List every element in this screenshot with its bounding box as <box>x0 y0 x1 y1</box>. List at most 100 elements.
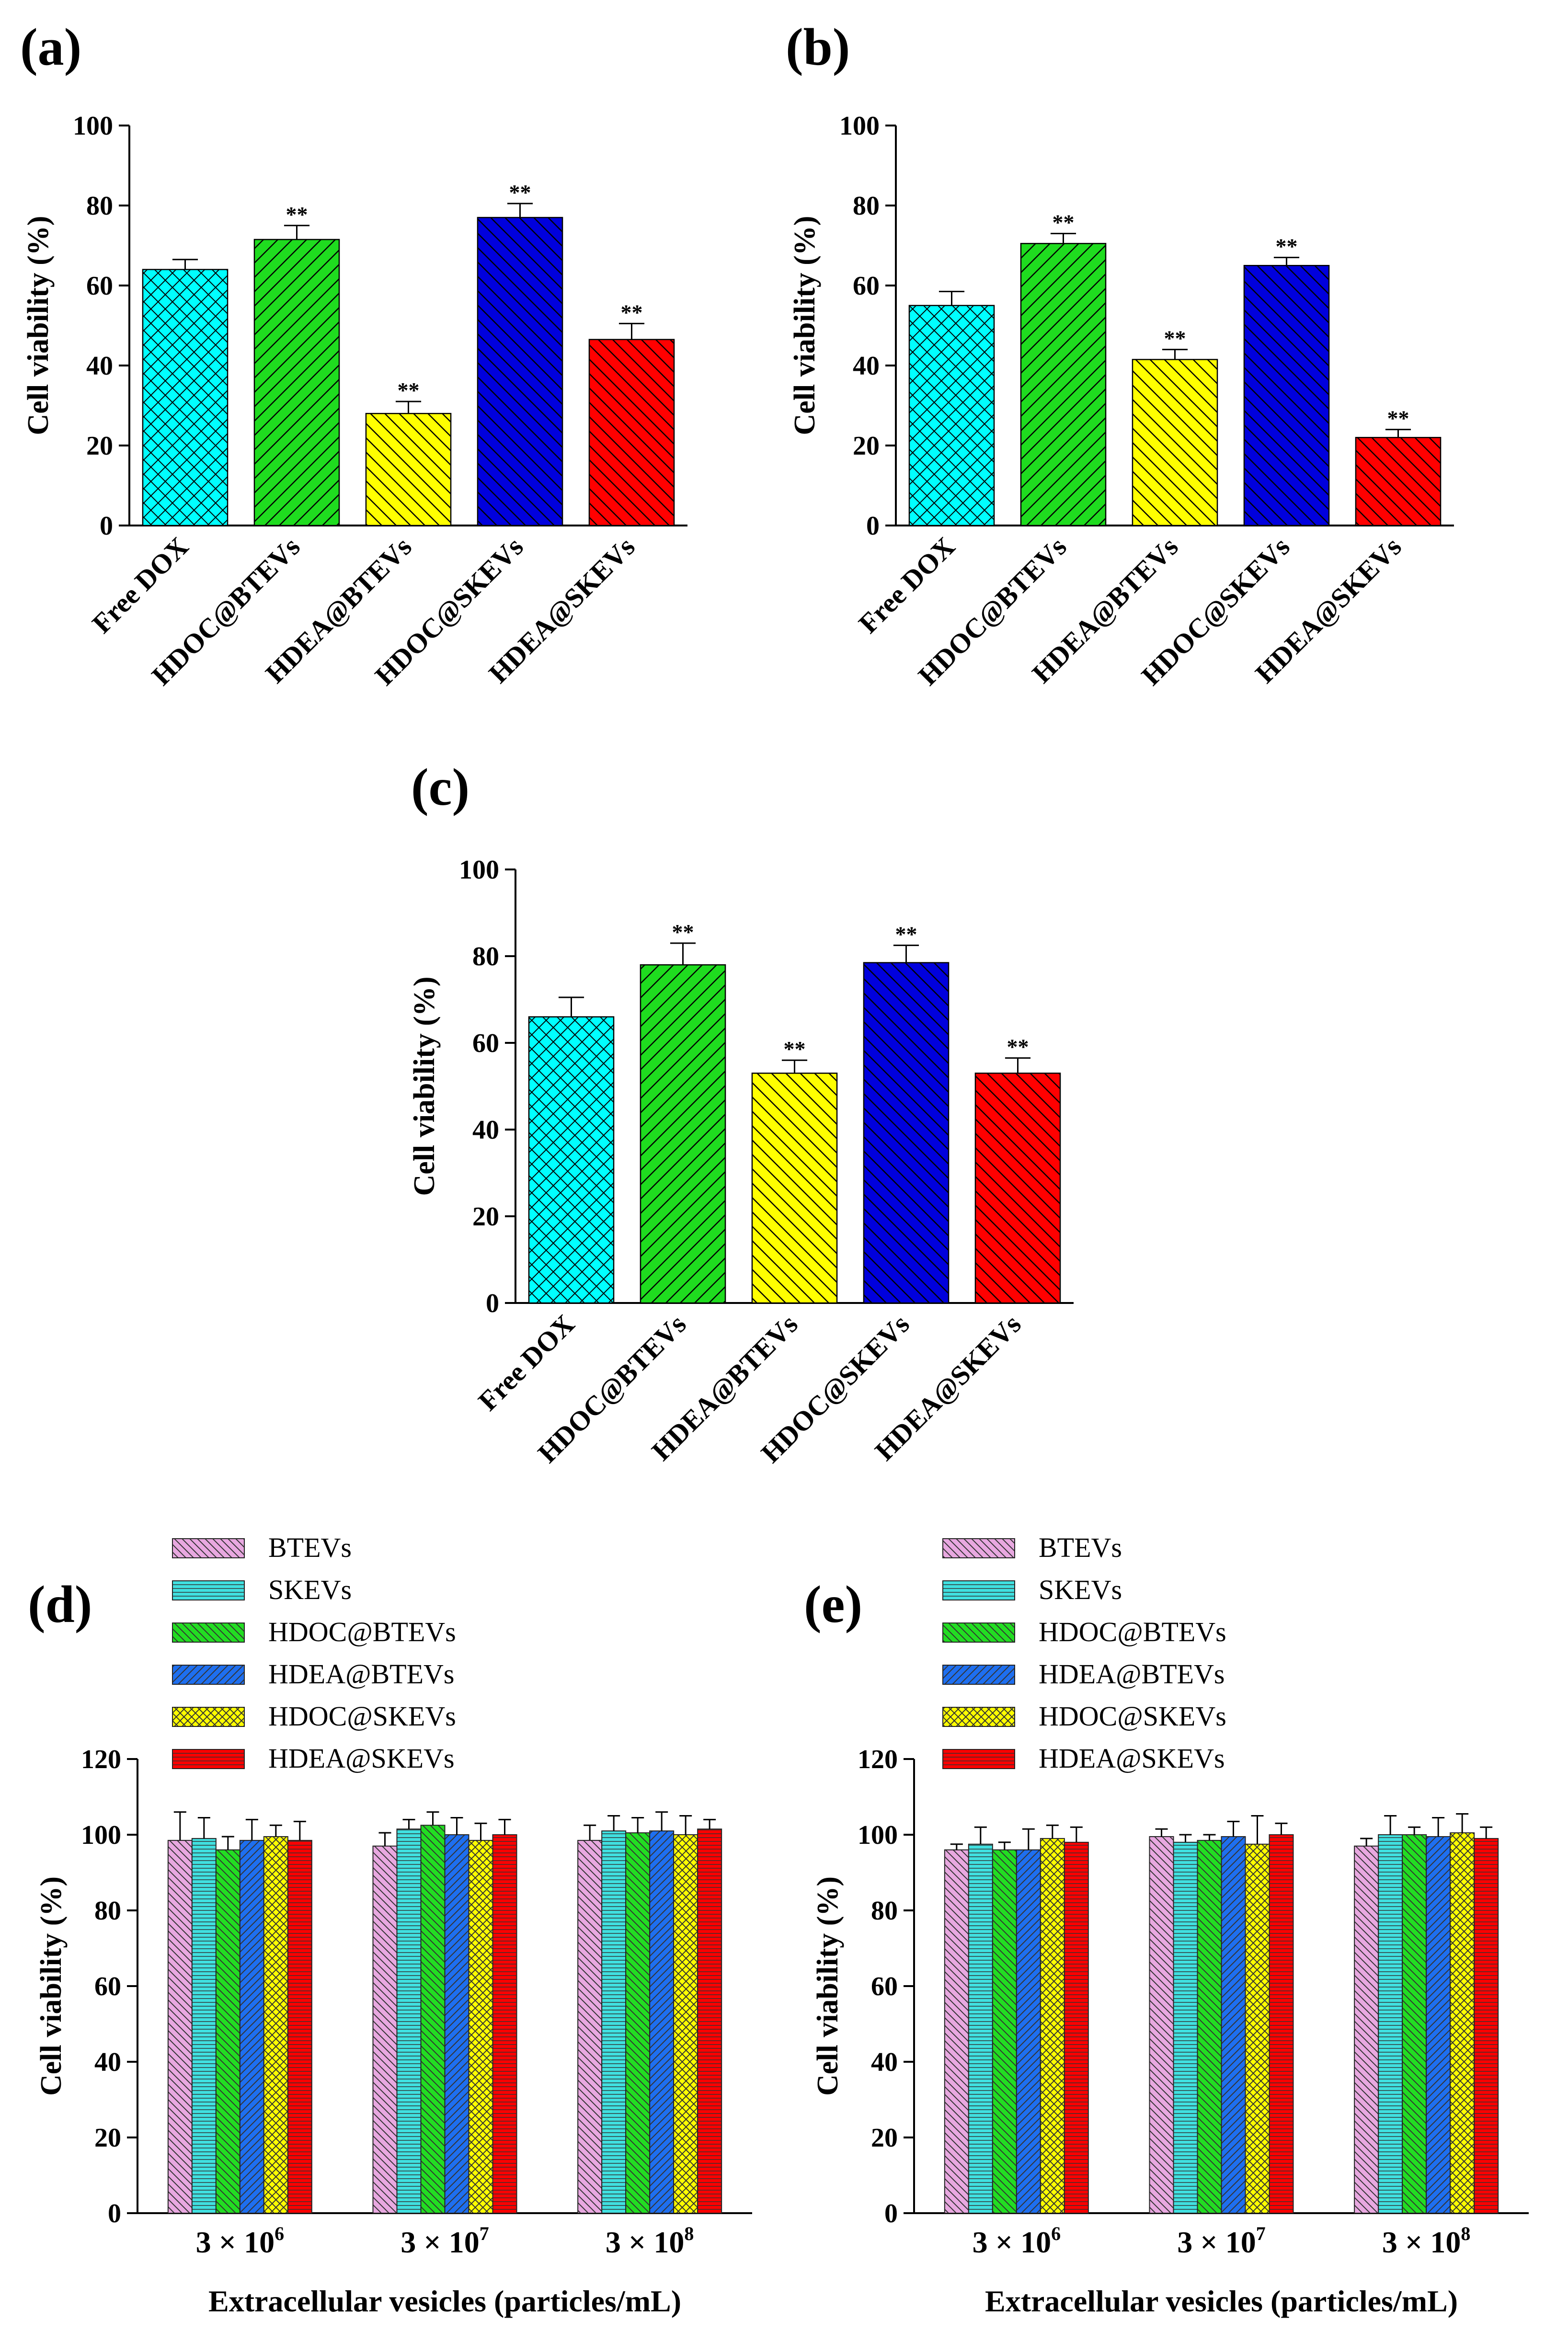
y-axis-label: Cell viability (%) <box>408 976 441 1196</box>
significance-marker: ** <box>1007 1035 1029 1059</box>
bar-hdea-btevs <box>444 1834 469 2214</box>
y-tick-label: 80 <box>94 1896 121 1926</box>
y-tick-label: 120 <box>81 1745 121 1774</box>
panel-label: (a) <box>20 18 81 76</box>
y-tick-label: 40 <box>871 2047 898 2077</box>
y-tick-label: 80 <box>472 942 499 971</box>
y-tick-label: 80 <box>871 1896 898 1926</box>
panel-label: (b) <box>786 18 850 76</box>
bar-btevs <box>944 1849 969 2214</box>
legend-swatch-hdoc-skevs <box>942 1707 1015 1727</box>
significance-marker: ** <box>509 180 531 205</box>
legend-label-btevs: BTEVs <box>1039 1532 1122 1563</box>
bar-hdea-btevs <box>1016 1849 1041 2214</box>
panel-e: 0 20 40 60 80 100 120 (e) Cell viability (%) 3 × … <box>804 1532 1529 2318</box>
bar-btevs <box>577 1840 603 2214</box>
y-tick-label: 120 <box>858 1745 898 1774</box>
bar-hdoc-btevs <box>253 239 340 526</box>
bar-hdoc-skevs <box>673 1834 698 2214</box>
x-tick-label: 3 × 107 <box>1177 2223 1265 2259</box>
bar-free-dox <box>908 305 995 526</box>
significance-marker: ** <box>398 378 420 402</box>
bar-hdea-skevs <box>974 1073 1061 1304</box>
bar-hdoc-skevs <box>263 1836 288 2214</box>
legend-label-hdoc-btevs: HDOC@BTEVs <box>268 1616 456 1647</box>
y-tick-label: 100 <box>73 111 113 141</box>
bar-hdoc-btevs <box>1402 1834 1427 2214</box>
y-axis-label: Cell viability (%) <box>35 1876 68 2096</box>
x-tick-label: 3 × 107 <box>401 2223 489 2259</box>
bar-skevs <box>396 1828 422 2214</box>
bar-hdoc-skevs <box>477 217 563 526</box>
y-tick-label: 40 <box>94 2047 121 2077</box>
bar-hdoc-btevs <box>640 964 726 1304</box>
y-tick-label: 20 <box>871 2123 898 2153</box>
bar-hdoc-skevs <box>1450 1832 1475 2214</box>
bar-hdoc-skevs <box>468 1840 493 2214</box>
y-tick-label: 60 <box>871 1972 898 2001</box>
significance-marker: ** <box>1387 406 1409 431</box>
significance-marker: ** <box>1053 210 1075 234</box>
y-tick-label: 100 <box>839 111 880 141</box>
bar-free-dox <box>528 1016 615 1304</box>
y-tick-label: 40 <box>86 351 113 381</box>
bar-hdea-skevs <box>697 1828 722 2214</box>
legend-label-hdoc-skevs: HDOC@SKEVs <box>1039 1701 1226 1732</box>
legend-swatch-hdoc-skevs <box>172 1707 245 1727</box>
bar-skevs <box>191 1838 217 2214</box>
y-axis-label: Cell viability (%) <box>22 216 55 435</box>
x-tick-label: 3 × 106 <box>973 2223 1061 2259</box>
legend-label-hdea-btevs: HDEA@BTEVs <box>268 1658 455 1690</box>
bar-hdoc-skevs <box>863 962 950 1304</box>
y-tick-label: 60 <box>86 271 113 301</box>
y-tick-label: 80 <box>86 191 113 221</box>
bar-hdea-skevs <box>492 1834 517 2214</box>
legend-swatch-hdoc-btevs <box>172 1623 245 1643</box>
bar-hdea-btevs <box>1221 1836 1246 2214</box>
significance-marker: ** <box>672 920 694 944</box>
panel-label: (c) <box>411 758 469 816</box>
legend-label-hdea-skevs: HDEA@SKEVs <box>268 1743 455 1774</box>
bar-hdea-btevs <box>751 1073 838 1304</box>
legend-swatch-hdea-skevs <box>942 1749 1015 1769</box>
y-tick-label: 0 <box>486 1289 499 1318</box>
y-tick-label: 0 <box>108 2199 121 2228</box>
legend-label-hdea-btevs: HDEA@BTEVs <box>1039 1658 1225 1690</box>
legend-swatch-skevs <box>942 1580 1015 1600</box>
bar-hdea-skevs <box>287 1840 312 2214</box>
x-tick-label: 3 × 108 <box>1382 2223 1470 2259</box>
y-tick-label: 80 <box>853 191 880 221</box>
y-tick-label: 0 <box>884 2199 898 2228</box>
y-tick-label: 40 <box>472 1115 499 1145</box>
bar-hdoc-btevs <box>1020 243 1107 526</box>
bar-hdea-btevs <box>239 1840 264 2214</box>
panel-label: (e) <box>804 1575 862 1634</box>
bar-hdea-skevs <box>1064 1841 1089 2214</box>
panel-label: (d) <box>28 1575 92 1634</box>
bar-free-dox <box>142 269 229 526</box>
bar-hdea-btevs <box>1426 1836 1451 2214</box>
y-tick-label: 0 <box>866 511 880 541</box>
bar-hdoc-btevs <box>1197 1840 1222 2214</box>
x-tick-label: 3 × 106 <box>196 2223 284 2259</box>
bar-hdea-skevs <box>1355 437 1442 526</box>
y-tick-label: 20 <box>472 1202 499 1232</box>
y-tick-label: 0 <box>100 511 113 541</box>
y-tick-label: 60 <box>94 1972 121 2001</box>
bar-skevs <box>601 1830 627 2214</box>
y-tick-label: 40 <box>853 351 880 381</box>
legend-label-hdoc-skevs: HDOC@SKEVs <box>268 1701 456 1732</box>
x-tick-label: 3 × 108 <box>606 2223 694 2259</box>
y-axis-label: Cell viability (%) <box>812 1876 844 2096</box>
bar-skevs <box>1378 1834 1403 2214</box>
x-axis-label: Extracellular vesicles (particles/mL) <box>985 2284 1458 2318</box>
legend-swatch-hdea-skevs <box>172 1749 245 1769</box>
panel-d: 0 20 40 60 80 100 120 (d) Cell viability (%) 3 × … <box>28 1532 752 2318</box>
bar-hdea-skevs <box>588 339 675 526</box>
significance-marker: ** <box>895 922 917 946</box>
bar-hdea-btevs <box>649 1830 675 2214</box>
bar-btevs <box>1354 1845 1379 2214</box>
y-tick-label: 20 <box>86 431 113 461</box>
y-tick-label: 20 <box>853 431 880 461</box>
